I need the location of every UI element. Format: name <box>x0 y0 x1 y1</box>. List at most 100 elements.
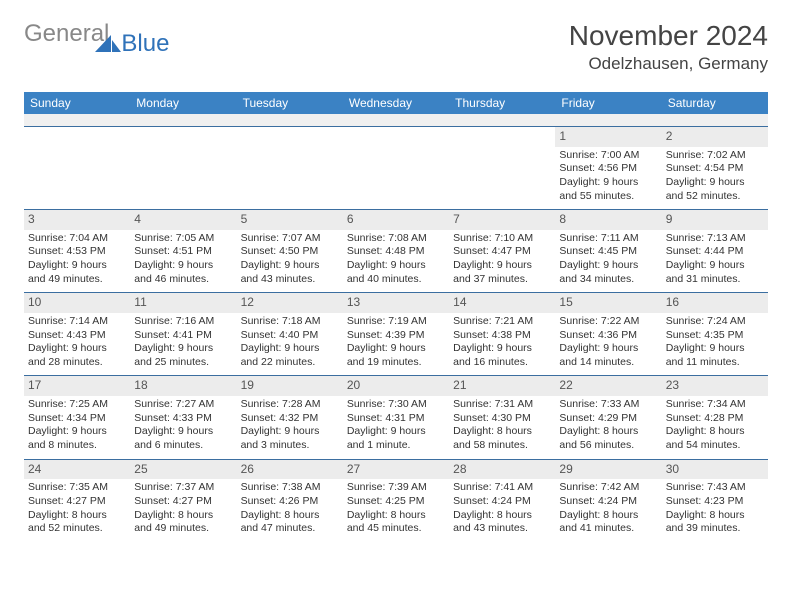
daylight-text: Daylight: 9 hours <box>241 259 339 273</box>
daylight-text: and 37 minutes. <box>453 273 551 287</box>
daylight-text: Daylight: 9 hours <box>134 425 232 439</box>
sunset-text: Sunset: 4:31 PM <box>347 412 445 426</box>
sunrise-text: Sunrise: 7:25 AM <box>28 398 126 412</box>
empty-cell <box>343 127 449 209</box>
sunset-text: Sunset: 4:51 PM <box>134 245 232 259</box>
daylight-text: Daylight: 9 hours <box>241 342 339 356</box>
sunset-text: Sunset: 4:27 PM <box>28 495 126 509</box>
daylight-text: Daylight: 8 hours <box>453 425 551 439</box>
sunset-text: Sunset: 4:41 PM <box>134 329 232 343</box>
daylight-text: and 54 minutes. <box>666 439 764 453</box>
sunset-text: Sunset: 4:26 PM <box>241 495 339 509</box>
day-cell: 14Sunrise: 7:21 AMSunset: 4:38 PMDayligh… <box>449 293 555 375</box>
sunset-text: Sunset: 4:27 PM <box>134 495 232 509</box>
sunrise-text: Sunrise: 7:34 AM <box>666 398 764 412</box>
day-cell: 2Sunrise: 7:02 AMSunset: 4:54 PMDaylight… <box>662 127 768 209</box>
sunset-text: Sunset: 4:23 PM <box>666 495 764 509</box>
week-row: 3Sunrise: 7:04 AMSunset: 4:53 PMDaylight… <box>24 209 768 292</box>
sunrise-text: Sunrise: 7:13 AM <box>666 232 764 246</box>
day-cell: 25Sunrise: 7:37 AMSunset: 4:27 PMDayligh… <box>130 460 236 542</box>
day-cell: 6Sunrise: 7:08 AMSunset: 4:48 PMDaylight… <box>343 210 449 292</box>
daylight-text: and 39 minutes. <box>666 522 764 536</box>
empty-cell <box>130 127 236 209</box>
sunrise-text: Sunrise: 7:04 AM <box>28 232 126 246</box>
day-number: 16 <box>662 293 768 313</box>
sunset-text: Sunset: 4:54 PM <box>666 162 764 176</box>
day-cell: 22Sunrise: 7:33 AMSunset: 4:29 PMDayligh… <box>555 376 661 458</box>
day-cell: 15Sunrise: 7:22 AMSunset: 4:36 PMDayligh… <box>555 293 661 375</box>
logo-sail-icon <box>95 35 121 53</box>
sunrise-text: Sunrise: 7:27 AM <box>134 398 232 412</box>
sunrise-text: Sunrise: 7:10 AM <box>453 232 551 246</box>
daylight-text: Daylight: 9 hours <box>134 342 232 356</box>
day-number: 6 <box>343 210 449 230</box>
daylight-text: and 56 minutes. <box>559 439 657 453</box>
daylight-text: and 1 minute. <box>347 439 445 453</box>
sunrise-text: Sunrise: 7:18 AM <box>241 315 339 329</box>
day-cell: 18 Sunrise: 7:27 AMSunset: 4:33 PMDayligh… <box>130 376 236 458</box>
sunset-text: Sunset: 4:44 PM <box>666 245 764 259</box>
sunset-text: Sunset: 4:39 PM <box>347 329 445 343</box>
day-header: Tuesday <box>237 92 343 114</box>
sunset-text: Sunset: 4:29 PM <box>559 412 657 426</box>
daylight-text: Daylight: 8 hours <box>241 509 339 523</box>
sunset-text: Sunset: 4:24 PM <box>559 495 657 509</box>
daylight-text: Daylight: 9 hours <box>666 259 764 273</box>
day-number: 12 <box>237 293 343 313</box>
sunrise-text: Sunrise: 7:14 AM <box>28 315 126 329</box>
daylight-text: Daylight: 9 hours <box>559 176 657 190</box>
calendar: SundayMondayTuesdayWednesdayThursdayFrid… <box>24 92 768 542</box>
day-cell: 12 Sunrise: 7:18 AMSunset: 4:40 PMDayligh… <box>237 293 343 375</box>
daylight-text: Daylight: 9 hours <box>347 342 445 356</box>
day-cell: 4Sunrise: 7:05 AMSunset: 4:51 PMDaylight… <box>130 210 236 292</box>
day-number: 24 <box>24 460 130 480</box>
sunset-text: Sunset: 4:48 PM <box>347 245 445 259</box>
sunset-text: Sunset: 4:56 PM <box>559 162 657 176</box>
daylight-text: and 11 minutes. <box>666 356 764 370</box>
day-cell: 3Sunrise: 7:04 AMSunset: 4:53 PMDaylight… <box>24 210 130 292</box>
daylight-text: and 19 minutes. <box>347 356 445 370</box>
day-cell: 24Sunrise: 7:35 AMSunset: 4:27 PMDayligh… <box>24 460 130 542</box>
day-number: 8 <box>555 210 661 230</box>
day-number: 18 <box>130 376 236 396</box>
sunrise-text: Sunrise: 7:33 AM <box>559 398 657 412</box>
daylight-text: Daylight: 9 hours <box>134 259 232 273</box>
day-number: 20 <box>343 376 449 396</box>
day-number: 14 <box>449 293 555 313</box>
day-cell: 10Sunrise: 7:14 AMSunset: 4:43 PMDayligh… <box>24 293 130 375</box>
daylight-text: Daylight: 8 hours <box>666 509 764 523</box>
week-row: 10Sunrise: 7:14 AMSunset: 4:43 PMDayligh… <box>24 292 768 375</box>
empty-cell <box>449 127 555 209</box>
daylight-text: and 43 minutes. <box>241 273 339 287</box>
sunrise-text: Sunrise: 7:30 AM <box>347 398 445 412</box>
day-number: 26 <box>237 460 343 480</box>
sunrise-text: Sunrise: 7:21 AM <box>453 315 551 329</box>
page-header: General Blue November 2024 Odelzhausen, … <box>24 20 768 74</box>
sunrise-text: Sunrise: 7:22 AM <box>559 315 657 329</box>
daylight-text: and 43 minutes. <box>453 522 551 536</box>
sunset-text: Sunset: 4:40 PM <box>241 329 339 343</box>
day-cell: 1Sunrise: 7:00 AMSunset: 4:56 PMDaylight… <box>555 127 661 209</box>
daylight-text: and 52 minutes. <box>666 190 764 204</box>
day-cell: 27Sunrise: 7:39 AMSunset: 4:25 PMDayligh… <box>343 460 449 542</box>
daylight-text: Daylight: 8 hours <box>134 509 232 523</box>
day-cell: 28Sunrise: 7:41 AMSunset: 4:24 PMDayligh… <box>449 460 555 542</box>
day-cell: 9Sunrise: 7:13 AMSunset: 4:44 PMDaylight… <box>662 210 768 292</box>
sunset-text: Sunset: 4:30 PM <box>453 412 551 426</box>
sunrise-text: Sunrise: 7:07 AM <box>241 232 339 246</box>
day-cell: 20Sunrise: 7:30 AMSunset: 4:31 PMDayligh… <box>343 376 449 458</box>
day-cell: 21Sunrise: 7:31 AMSunset: 4:30 PMDayligh… <box>449 376 555 458</box>
day-header: Friday <box>555 92 661 114</box>
day-number: 15 <box>555 293 661 313</box>
day-number: 13 <box>343 293 449 313</box>
sunset-text: Sunset: 4:33 PM <box>134 412 232 426</box>
sunset-text: Sunset: 4:25 PM <box>347 495 445 509</box>
day-number: 29 <box>555 460 661 480</box>
daylight-text: and 49 minutes. <box>28 273 126 287</box>
day-number: 21 <box>449 376 555 396</box>
month-title: November 2024 <box>569 20 768 52</box>
sunrise-text: Sunrise: 7:38 AM <box>241 481 339 495</box>
daylight-text: Daylight: 8 hours <box>28 509 126 523</box>
week-row: 1Sunrise: 7:00 AMSunset: 4:56 PMDaylight… <box>24 126 768 209</box>
daylight-text: Daylight: 8 hours <box>347 509 445 523</box>
